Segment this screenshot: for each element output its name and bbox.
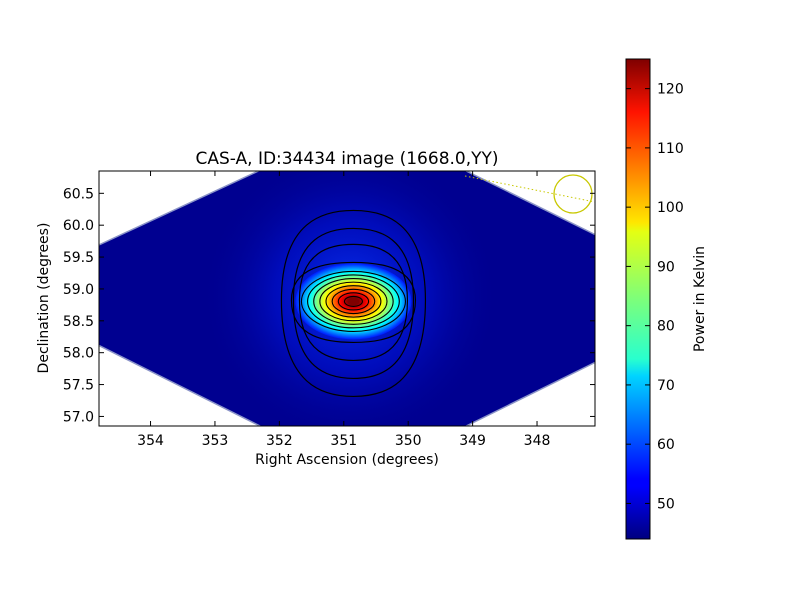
x-axis-label: Right Ascension (degrees)	[255, 452, 439, 468]
plot-frame	[98, 170, 596, 427]
colorbar-tick-label: 80	[657, 319, 675, 335]
colorbar-label: Power in Kelvin	[692, 246, 708, 352]
chart-title: CAS-A, ID:34434 image (1668.0,YY)	[195, 149, 498, 169]
x-axis-ticks: 354 353 352 351 350 349 348	[137, 171, 550, 449]
x-tick-label: 349	[459, 433, 486, 449]
colorbar-tick-label: 60	[657, 437, 675, 453]
colorbar-ticks: 50 60 70 80 90 100 110 120	[626, 82, 684, 512]
contour-line	[319, 281, 388, 322]
y-tick-label: 57.0	[63, 409, 94, 425]
colorbar-tick-label: 70	[657, 378, 675, 394]
contour-line	[298, 243, 409, 362]
colorbar-tick-label: 120	[657, 82, 684, 98]
contour-lines	[280, 209, 427, 398]
y-axis-ticks: 57.0 57.5 58.0 58.5 59.0 59.5 60.0 60.5	[63, 186, 595, 425]
y-tick-label: 58.0	[63, 346, 94, 362]
contour-line	[307, 274, 400, 329]
heat-level	[347, 297, 360, 306]
contour-line	[337, 292, 370, 311]
y-tick-label: 58.5	[63, 314, 94, 330]
contour-line	[300, 270, 406, 332]
colorbar-tick-label: 110	[657, 141, 684, 157]
x-tick-label: 353	[202, 433, 229, 449]
colorbar-tick-label: 90	[657, 259, 675, 275]
contour-line	[313, 278, 394, 325]
beam-marker	[553, 174, 593, 214]
colorbar-tick-label: 50	[657, 496, 675, 512]
y-axis-label: Declination (degrees)	[36, 223, 52, 374]
x-tick-label: 350	[395, 433, 422, 449]
colorbar-tick-label: 100	[657, 200, 684, 216]
contour-line	[343, 295, 363, 307]
y-tick-label: 57.5	[63, 378, 94, 394]
contour-line	[325, 285, 382, 318]
x-tick-label: 352	[266, 433, 293, 449]
contour-line	[280, 209, 427, 398]
contour-line	[292, 227, 415, 380]
x-tick-label: 354	[137, 433, 164, 449]
x-tick-label: 351	[330, 433, 357, 449]
plot-axes: 354 353 352 351 350 349 348 57.0 57.5 58.0 58.5 59…	[63, 170, 596, 449]
contour-line	[331, 288, 376, 315]
y-tick-label: 60.0	[63, 218, 94, 234]
y-tick-label: 59.5	[63, 250, 94, 266]
y-tick-label: 59.0	[63, 282, 94, 298]
x-tick-label: 348	[524, 433, 551, 449]
y-tick-label: 60.5	[63, 186, 94, 202]
contour-line	[290, 261, 417, 344]
colorbar-gradient	[625, 58, 651, 540]
colorbar: 50 60 70 80 90 100 110 120 Power in Kelvin	[625, 58, 708, 540]
